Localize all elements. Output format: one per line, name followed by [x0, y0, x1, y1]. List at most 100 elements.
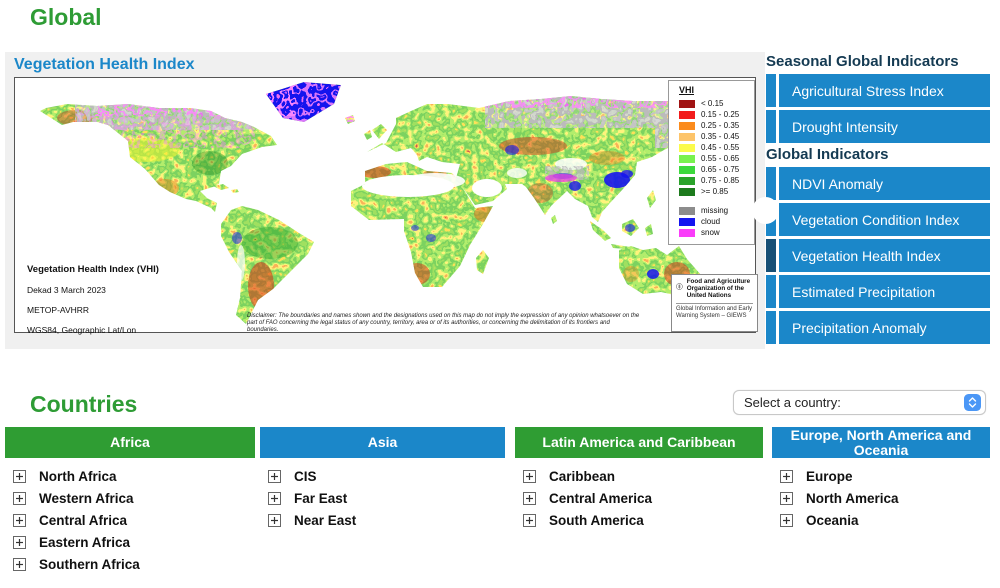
subregion-label: Central Africa — [39, 512, 128, 528]
region-header: Europe, North America and Oceania — [772, 427, 990, 458]
subregion-label: Caribbean — [549, 468, 616, 484]
map-info-projection: WGS84, Geographic Lat/Lon — [27, 325, 137, 335]
subregion-item-europe[interactable]: Europe — [772, 465, 990, 487]
indicator-button-ndvi-anomaly[interactable]: NDVI Anomaly — [779, 167, 990, 200]
legend-swatch — [679, 176, 695, 185]
subregion-item-southern-africa[interactable]: Southern Africa — [5, 553, 255, 575]
regions-grid: Africa North Africa Western Africa Central … — [0, 427, 1000, 588]
legend-swatch — [679, 143, 695, 152]
legend-item: < 0.15 — [679, 98, 754, 109]
carousel-next-button[interactable] — [752, 197, 779, 224]
map-title: Vegetation Health Index — [14, 56, 195, 73]
expand-icon[interactable] — [13, 469, 26, 483]
legend-label: 0.55 - 0.65 — [701, 154, 740, 163]
subregion-item-oceania[interactable]: Oceania — [772, 509, 990, 531]
indicator-row: Vegetation Condition Index — [766, 203, 990, 236]
legend-swatch — [679, 217, 695, 226]
indicator-row: Vegetation Health Index — [766, 239, 990, 272]
map-disclaimer: Disclaimer: The boundaries and names sho… — [247, 313, 640, 333]
legend-title: VHI — [679, 85, 695, 95]
legend-swatch — [679, 228, 695, 237]
indicator-row: Estimated Precipitation — [766, 275, 990, 308]
indicator-row: Precipitation Anomaly — [766, 311, 990, 344]
subregion-item-north-africa[interactable]: North Africa — [5, 465, 255, 487]
page-title-global: Global — [30, 4, 102, 30]
indicator-button-vegetation-health-index[interactable]: Vegetation Health Index — [779, 239, 990, 272]
expand-icon[interactable] — [13, 513, 26, 527]
indicator-button-drought-intensity[interactable]: Drought Intensity — [779, 110, 990, 143]
legend-label: < 0.15 — [701, 99, 724, 108]
legend-label: 0.35 - 0.45 — [701, 132, 740, 141]
page-title-countries: Countries — [30, 391, 138, 417]
legend-item: 0.65 - 0.75 — [679, 164, 754, 175]
subregion-item-caribbean[interactable]: Caribbean — [515, 465, 763, 487]
subregion-label: North Africa — [39, 468, 117, 484]
expand-icon[interactable] — [780, 513, 793, 527]
indicator-sidebar: Seasonal Global Indicators Agricultural S… — [766, 52, 990, 347]
expand-icon[interactable] — [13, 491, 26, 505]
map-info-sensor: METOP-AVHRR — [27, 305, 90, 315]
legend-swatch — [679, 132, 695, 141]
expand-icon[interactable] — [13, 557, 26, 571]
subregion-item-north-america[interactable]: North America — [772, 487, 990, 509]
subregion-item-near-east[interactable]: Near East — [260, 509, 505, 531]
indicator-button-agricultural-stress-index[interactable]: Agricultural Stress Index — [779, 74, 990, 107]
legend-item: 0.75 - 0.85 — [679, 175, 754, 186]
indicator-row: NDVI Anomaly — [766, 167, 990, 200]
subregion-item-cis[interactable]: CIS — [260, 465, 505, 487]
subregion-item-south-america[interactable]: South America — [515, 509, 763, 531]
legend-item: 0.55 - 0.65 — [679, 153, 754, 164]
legend-item: missing — [679, 205, 754, 216]
expand-icon[interactable] — [13, 535, 26, 549]
expand-icon[interactable] — [268, 491, 281, 505]
subregion-label: Europe — [806, 468, 853, 484]
indicator-tab-strip — [766, 110, 776, 143]
subregion-item-eastern-africa[interactable]: Eastern Africa — [5, 531, 255, 553]
region-column-latin-america-and-caribbean: Latin America and Caribbean Caribbean Cent… — [515, 427, 763, 531]
subregion-item-far-east[interactable]: Far East — [260, 487, 505, 509]
legend-label: >= 0.85 — [701, 187, 729, 196]
indicator-button-vegetation-condition-index[interactable]: Vegetation Condition Index — [779, 203, 990, 236]
subregion-item-central-america[interactable]: Central America — [515, 487, 763, 509]
subregion-item-western-africa[interactable]: Western Africa — [5, 487, 255, 509]
subregion-label: Far East — [294, 490, 348, 506]
map-info-block: Vegetation Health Index (VHI) Dekad 3 Ma… — [27, 264, 159, 345]
indicator-row: Agricultural Stress Index — [766, 74, 990, 107]
expand-icon[interactable] — [523, 491, 536, 505]
expand-icon[interactable] — [523, 469, 536, 483]
subregion-label: CIS — [294, 468, 317, 484]
indicator-button-estimated-precipitation[interactable]: Estimated Precipitation — [779, 275, 990, 308]
expand-icon[interactable] — [780, 469, 793, 483]
legend-swatch — [679, 110, 695, 119]
subregion-label: Oceania — [806, 512, 859, 528]
expand-icon[interactable] — [268, 513, 281, 527]
indicator-button-precipitation-anomaly[interactable]: Precipitation Anomaly — [779, 311, 990, 344]
region-header: Latin America and Caribbean — [515, 427, 763, 458]
subregion-label: Western Africa — [39, 490, 134, 506]
legend-item: 0.25 - 0.35 — [679, 120, 754, 131]
legend-label: snow — [701, 228, 720, 237]
fao-divider — [676, 302, 753, 304]
indicator-tab-strip — [766, 275, 776, 308]
map-info-title: Vegetation Health Index (VHI) — [27, 264, 159, 275]
legend-item: 0.45 - 0.55 — [679, 142, 754, 153]
indicator-row: Drought Intensity — [766, 110, 990, 143]
region-column-africa: Africa North Africa Western Africa Central … — [5, 427, 255, 575]
sidebar-section-heading: Global Indicators — [766, 146, 889, 163]
legend-label: missing — [701, 206, 729, 215]
country-select-label: Select a country: — [744, 395, 841, 410]
map-legend: VHI < 0.15 0.15 - 0.25 0.25 - 0.35 0.35 - 0… — [668, 80, 755, 245]
expand-icon[interactable] — [268, 469, 281, 483]
fao-system-name: Global Information and Early Warning Sys… — [676, 305, 753, 319]
expand-icon[interactable] — [780, 491, 793, 505]
country-select[interactable]: Select a country: — [733, 390, 986, 415]
subregion-label: South America — [549, 512, 644, 528]
fao-org-name: Food and Agriculture Organization of the… — [686, 278, 751, 300]
legend-item: 0.35 - 0.45 — [679, 131, 754, 142]
legend-swatch — [679, 206, 695, 215]
expand-icon[interactable] — [523, 513, 536, 527]
fao-logo — [676, 283, 683, 290]
indicator-tab-strip — [766, 311, 776, 344]
indicator-tab-strip — [766, 74, 776, 107]
subregion-item-central-africa[interactable]: Central Africa — [5, 509, 255, 531]
